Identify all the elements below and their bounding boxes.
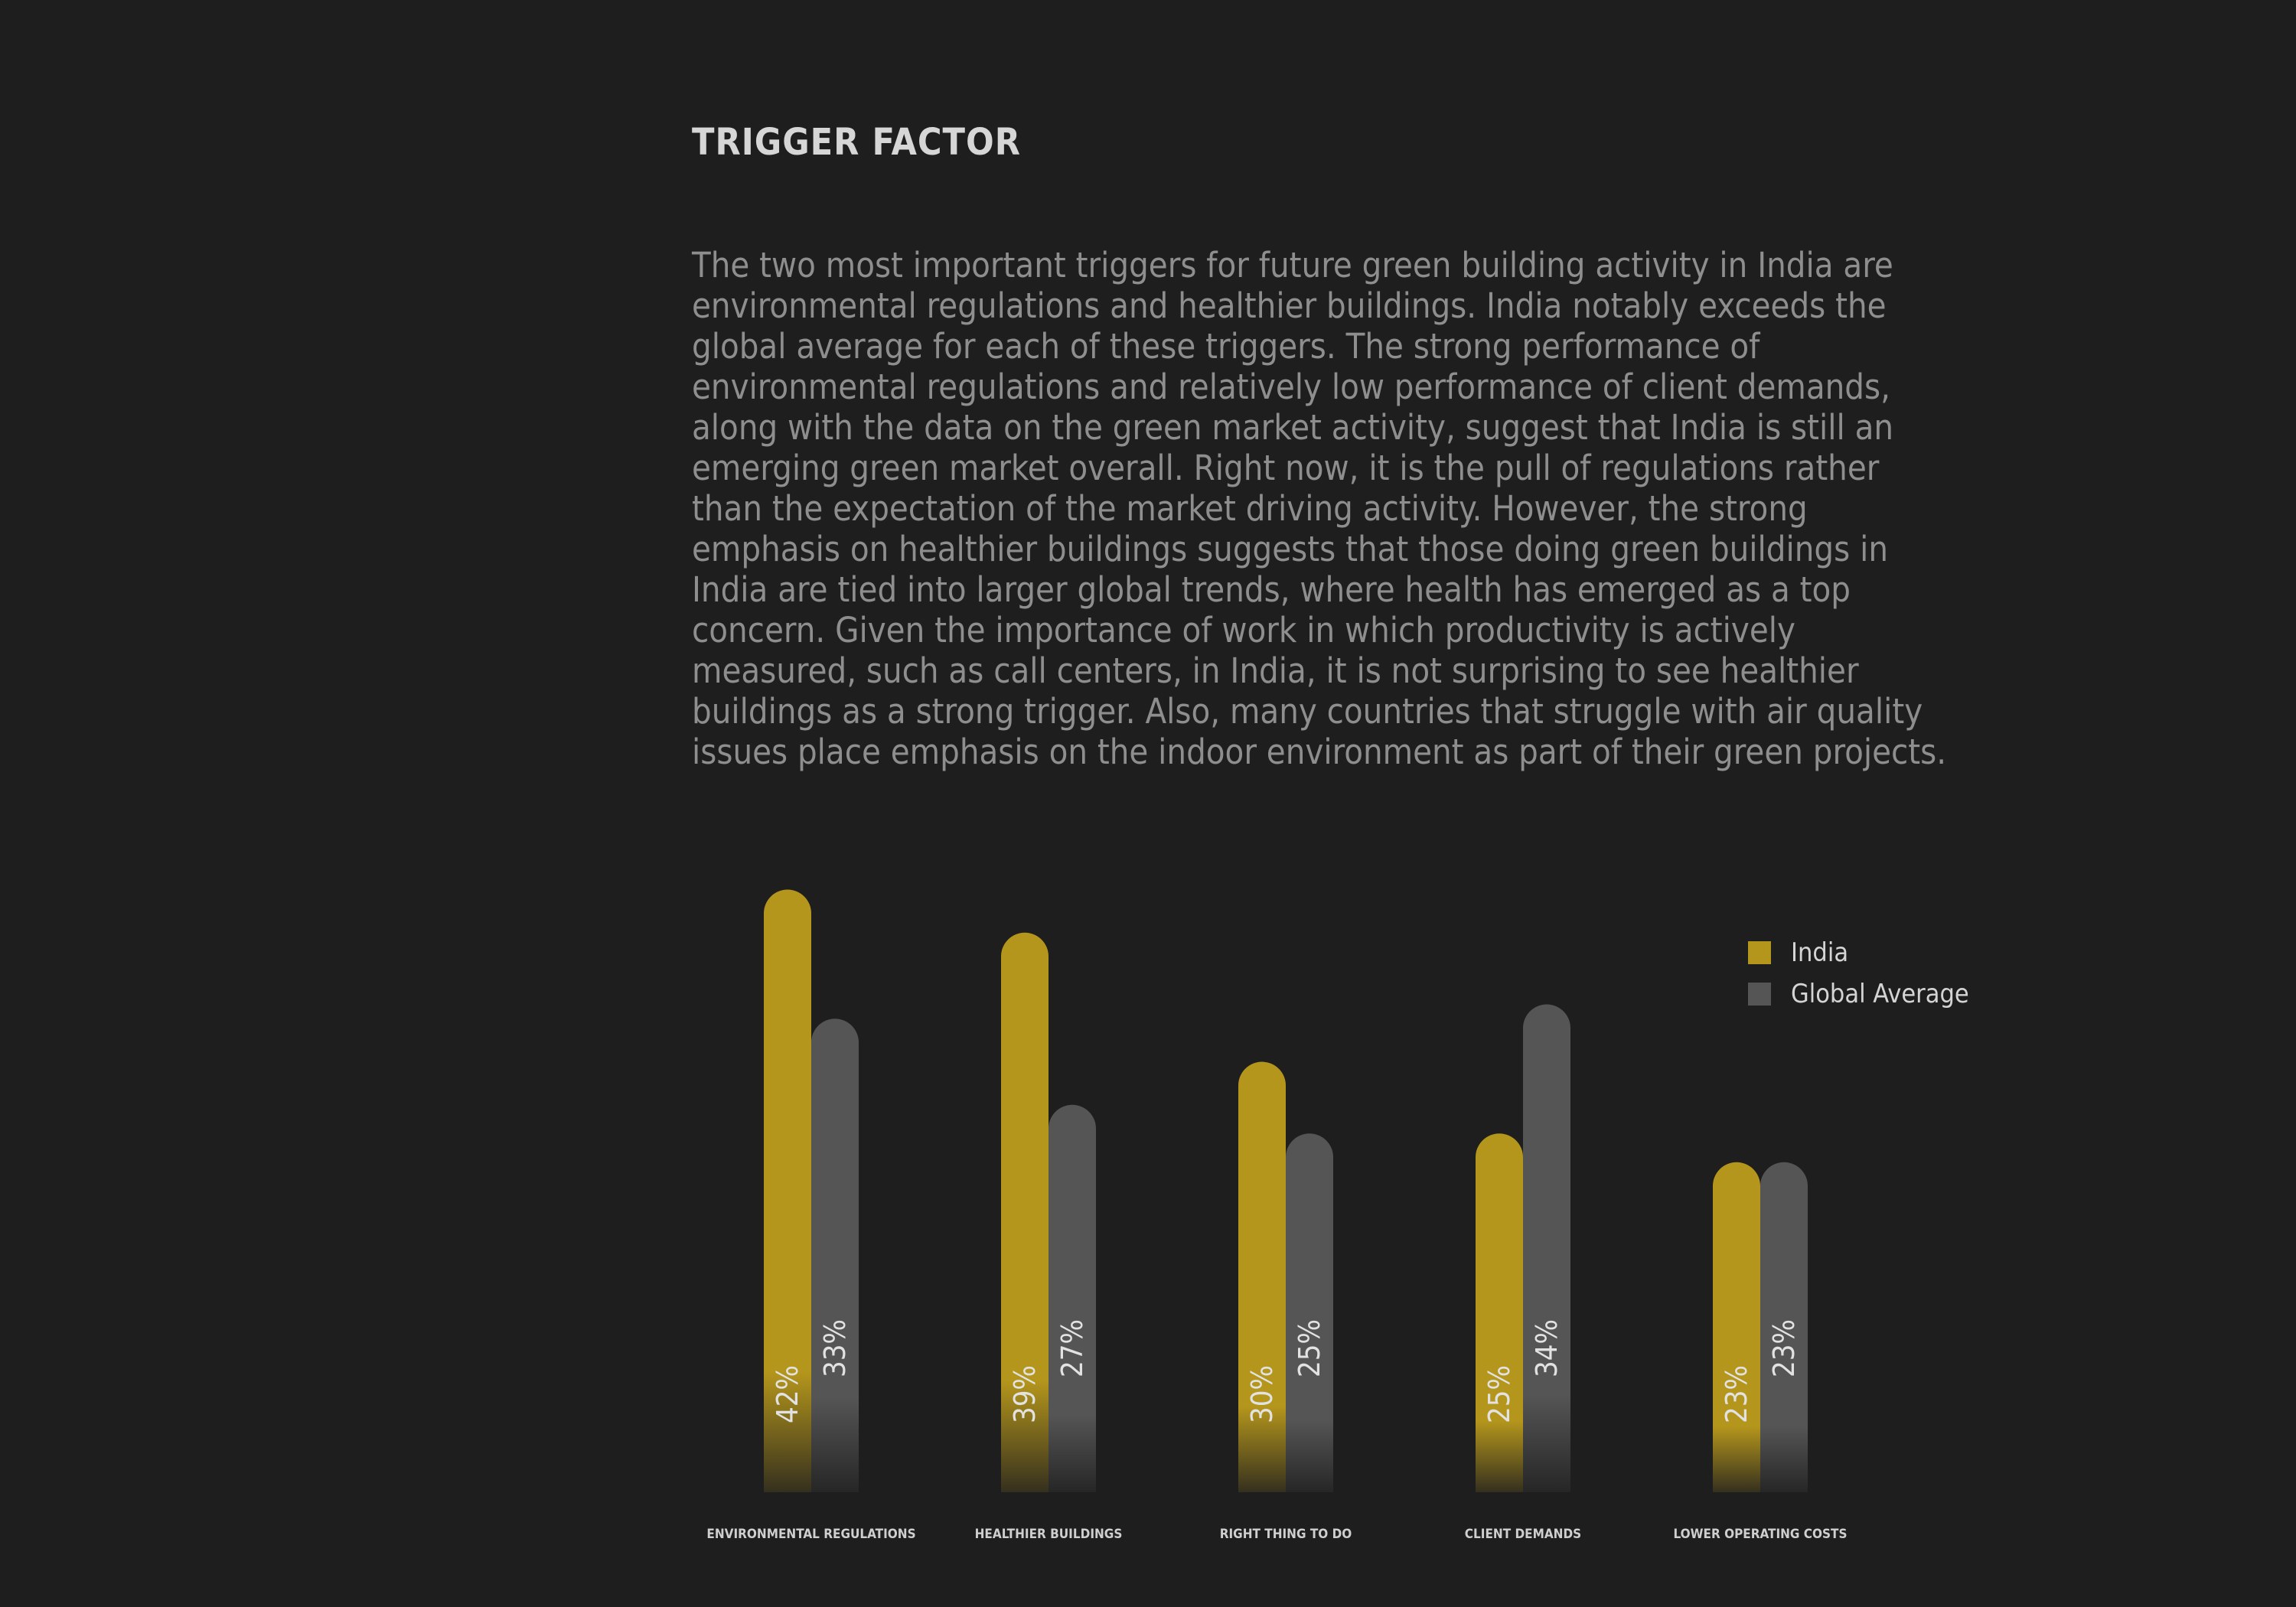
bar-value-label-india-right-thing-to-do: 30% (1245, 1365, 1279, 1423)
legend-label-global-average: Global Average (1791, 979, 1969, 1009)
bar-global-average-healthier-buildings (1049, 1104, 1096, 1492)
legend-swatch-india (1748, 941, 1771, 964)
legend-label-india: India (1791, 937, 1849, 968)
bar-value-label-india-environmental-regulations: 42% (771, 1365, 804, 1423)
chart-legend: India Global Average (1748, 932, 1969, 1015)
bar-india-lower-operating-costs (1713, 1162, 1760, 1492)
legend-item-india: India (1748, 932, 1969, 973)
category-label-right-thing-to-do: RIGHT THING TO DO (1220, 1527, 1352, 1542)
bar-value-label-india-healthier-buildings: 39% (1008, 1365, 1042, 1423)
bar-global-average-right-thing-to-do (1286, 1133, 1333, 1492)
category-label-environmental-regulations: ENVIRONMENTAL REGULATIONS (706, 1527, 915, 1542)
bar-value-label-india-client-demands: 25% (1482, 1365, 1516, 1423)
legend-item-global-average: Global Average (1748, 973, 1969, 1015)
bar-global-average-client-demands (1523, 1004, 1570, 1492)
bar-value-label-global-average-right-thing-to-do: 25% (1293, 1319, 1326, 1377)
bar-value-label-global-average-client-demands: 34% (1530, 1319, 1564, 1377)
category-label-client-demands: CLIENT DEMANDS (1465, 1527, 1581, 1542)
bar-value-label-global-average-environmental-regulations: 33% (818, 1319, 852, 1377)
category-label-lower-operating-costs: LOWER OPERATING COSTS (1674, 1527, 1848, 1542)
bar-global-average-environmental-regulations (811, 1019, 859, 1492)
bar-india-client-demands (1476, 1133, 1523, 1492)
category-label-healthier-buildings: HEALTHIER BUILDINGS (975, 1527, 1123, 1542)
legend-swatch-global-average (1748, 983, 1771, 1006)
bar-value-label-india-lower-operating-costs: 23% (1720, 1365, 1753, 1423)
bar-india-healthier-buildings (1001, 932, 1049, 1492)
page-title: TRIGGER FACTOR (692, 121, 1021, 164)
bar-india-right-thing-to-do (1238, 1061, 1286, 1492)
bar-value-label-global-average-lower-operating-costs: 23% (1767, 1319, 1801, 1377)
bar-india-environmental-regulations (764, 889, 811, 1492)
bar-global-average-lower-operating-costs (1760, 1162, 1808, 1492)
bar-value-label-global-average-healthier-buildings: 27% (1055, 1319, 1089, 1377)
body-paragraph: The two most important triggers for futu… (692, 245, 1947, 772)
